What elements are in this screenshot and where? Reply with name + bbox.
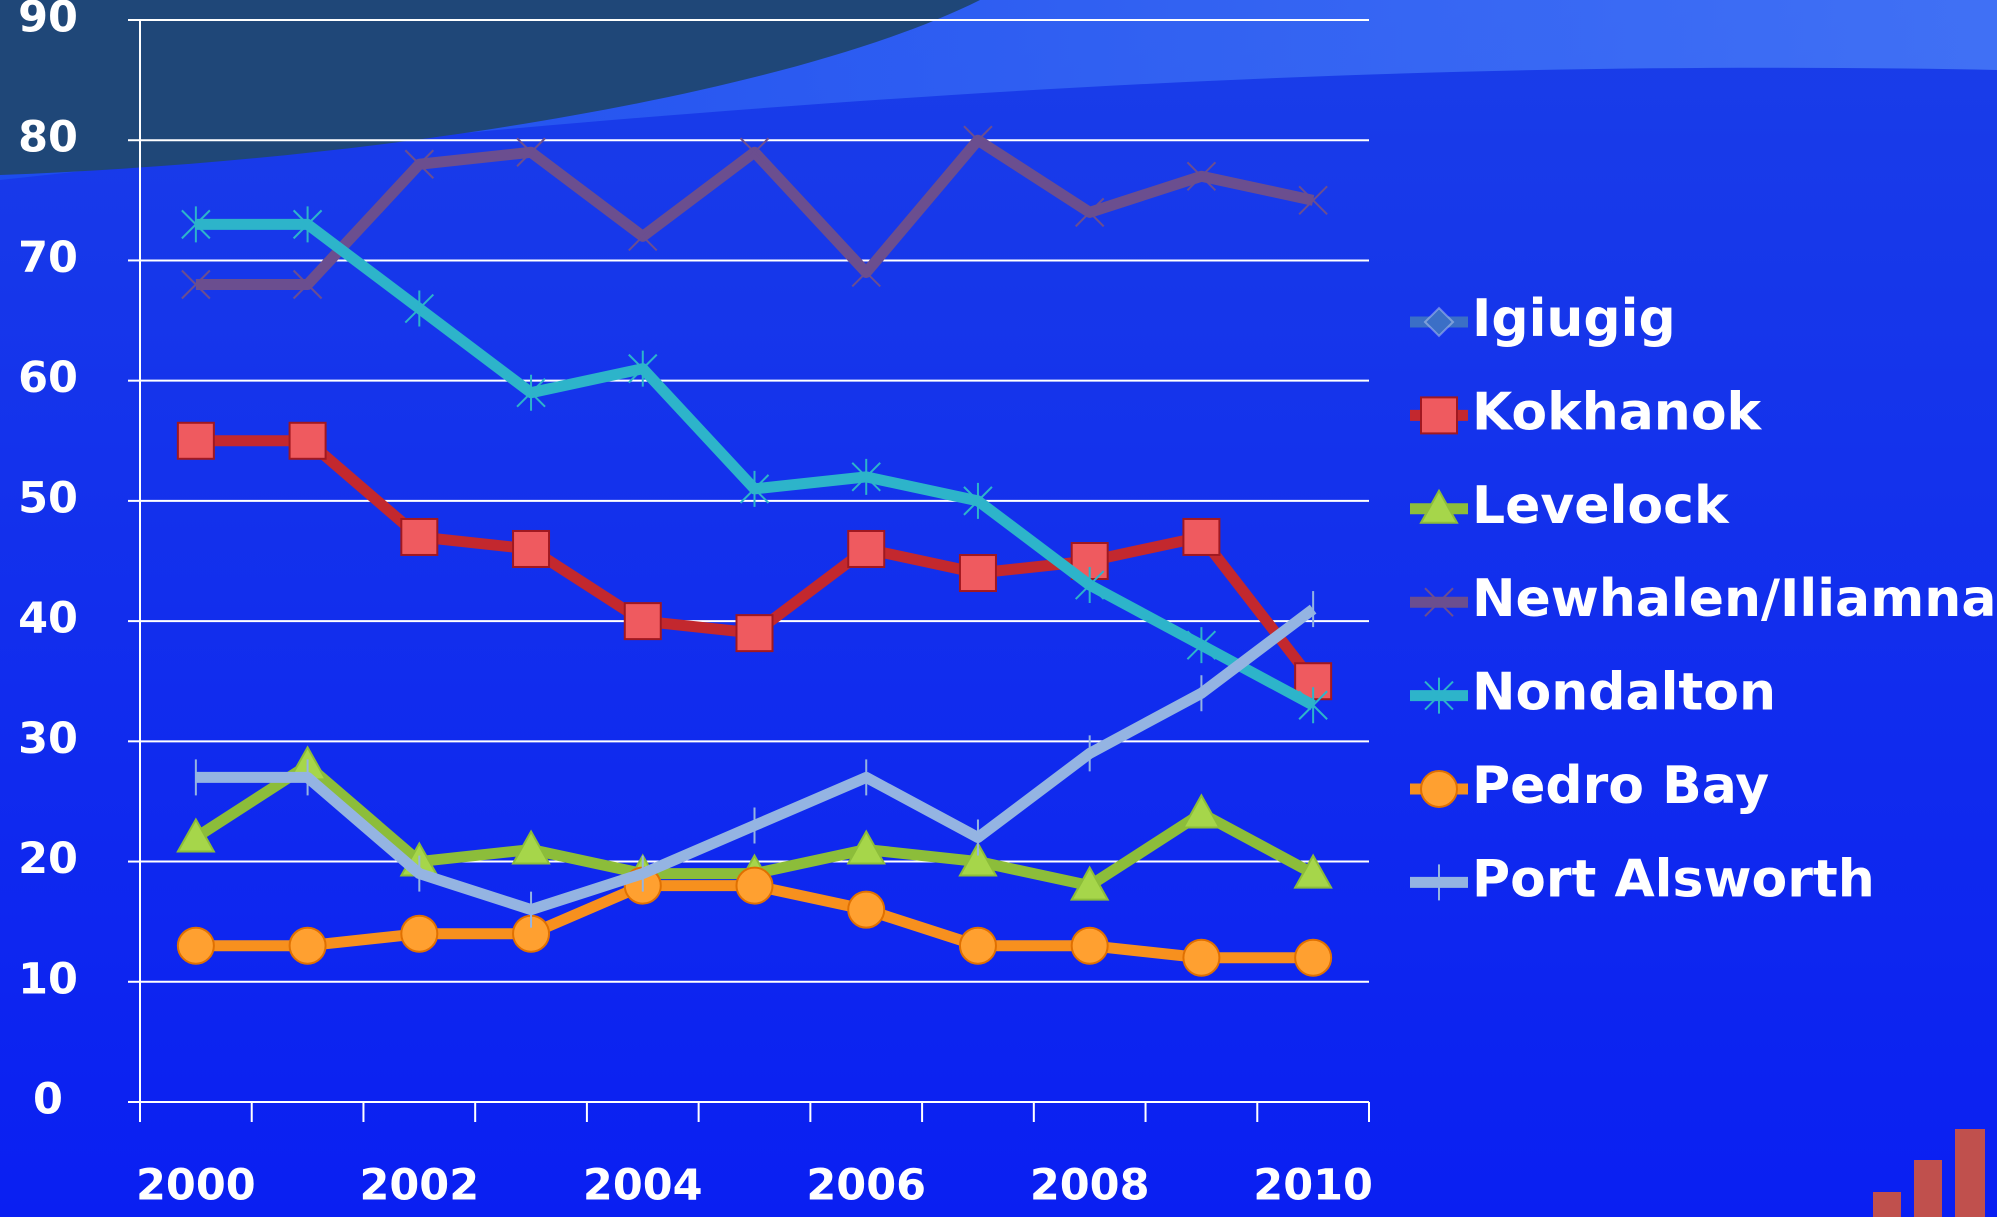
marker <box>737 615 773 651</box>
legend-label: Kokhanok <box>1472 382 1763 442</box>
page: {"chart_data": {"type": "line", "categor… <box>0 0 1997 1217</box>
x-tick-label: 2004 <box>583 1161 703 1211</box>
marker <box>625 603 661 639</box>
y-tick-label: 10 <box>18 954 78 1004</box>
legend-label: Port Alsworth <box>1472 849 1875 909</box>
marker <box>1295 940 1331 976</box>
legend-label: Nondalton <box>1472 663 1776 723</box>
y-tick-label: 80 <box>18 113 78 163</box>
marker <box>178 928 214 964</box>
x-tick-label: 2010 <box>1253 1161 1373 1211</box>
y-tick-label: 40 <box>18 594 78 644</box>
legend-label: Levelock <box>1472 476 1730 536</box>
legend-label: Igiugig <box>1472 289 1676 349</box>
y-tick-label: 90 <box>18 0 78 43</box>
marker <box>1421 397 1457 433</box>
marker <box>290 423 326 459</box>
marker <box>1421 771 1457 807</box>
legend-label: Newhalen/Iliamna <box>1472 569 1996 629</box>
marker <box>401 519 437 555</box>
decor-bar <box>1914 1160 1942 1217</box>
decor-bar <box>1955 1129 1985 1217</box>
marker <box>960 555 996 591</box>
marker <box>1072 928 1108 964</box>
x-tick-label: 2000 <box>136 1161 256 1211</box>
marker <box>1183 940 1219 976</box>
marker <box>401 916 437 952</box>
y-tick-label: 0 <box>33 1075 63 1125</box>
legend-label: Pedro Bay <box>1472 756 1769 816</box>
marker <box>737 868 773 904</box>
marker <box>960 928 996 964</box>
marker <box>513 531 549 567</box>
y-tick-label: 70 <box>18 233 78 283</box>
marker <box>178 423 214 459</box>
y-tick-label: 30 <box>18 714 78 764</box>
marker <box>290 928 326 964</box>
x-tick-label: 2006 <box>806 1161 926 1211</box>
marker <box>1183 519 1219 555</box>
x-tick-label: 2008 <box>1030 1161 1150 1211</box>
y-tick-label: 50 <box>18 473 78 523</box>
x-tick-label: 2002 <box>359 1161 479 1211</box>
marker <box>848 892 884 928</box>
chart: 0 10 20 30 40 50 60 70 80 90 2000 2002 2004 2006 2008 2… <box>0 0 1997 1217</box>
y-tick-label: 60 <box>18 353 78 403</box>
marker <box>848 531 884 567</box>
y-tick-label: 20 <box>18 834 78 884</box>
decor-bar <box>1873 1192 1901 1217</box>
